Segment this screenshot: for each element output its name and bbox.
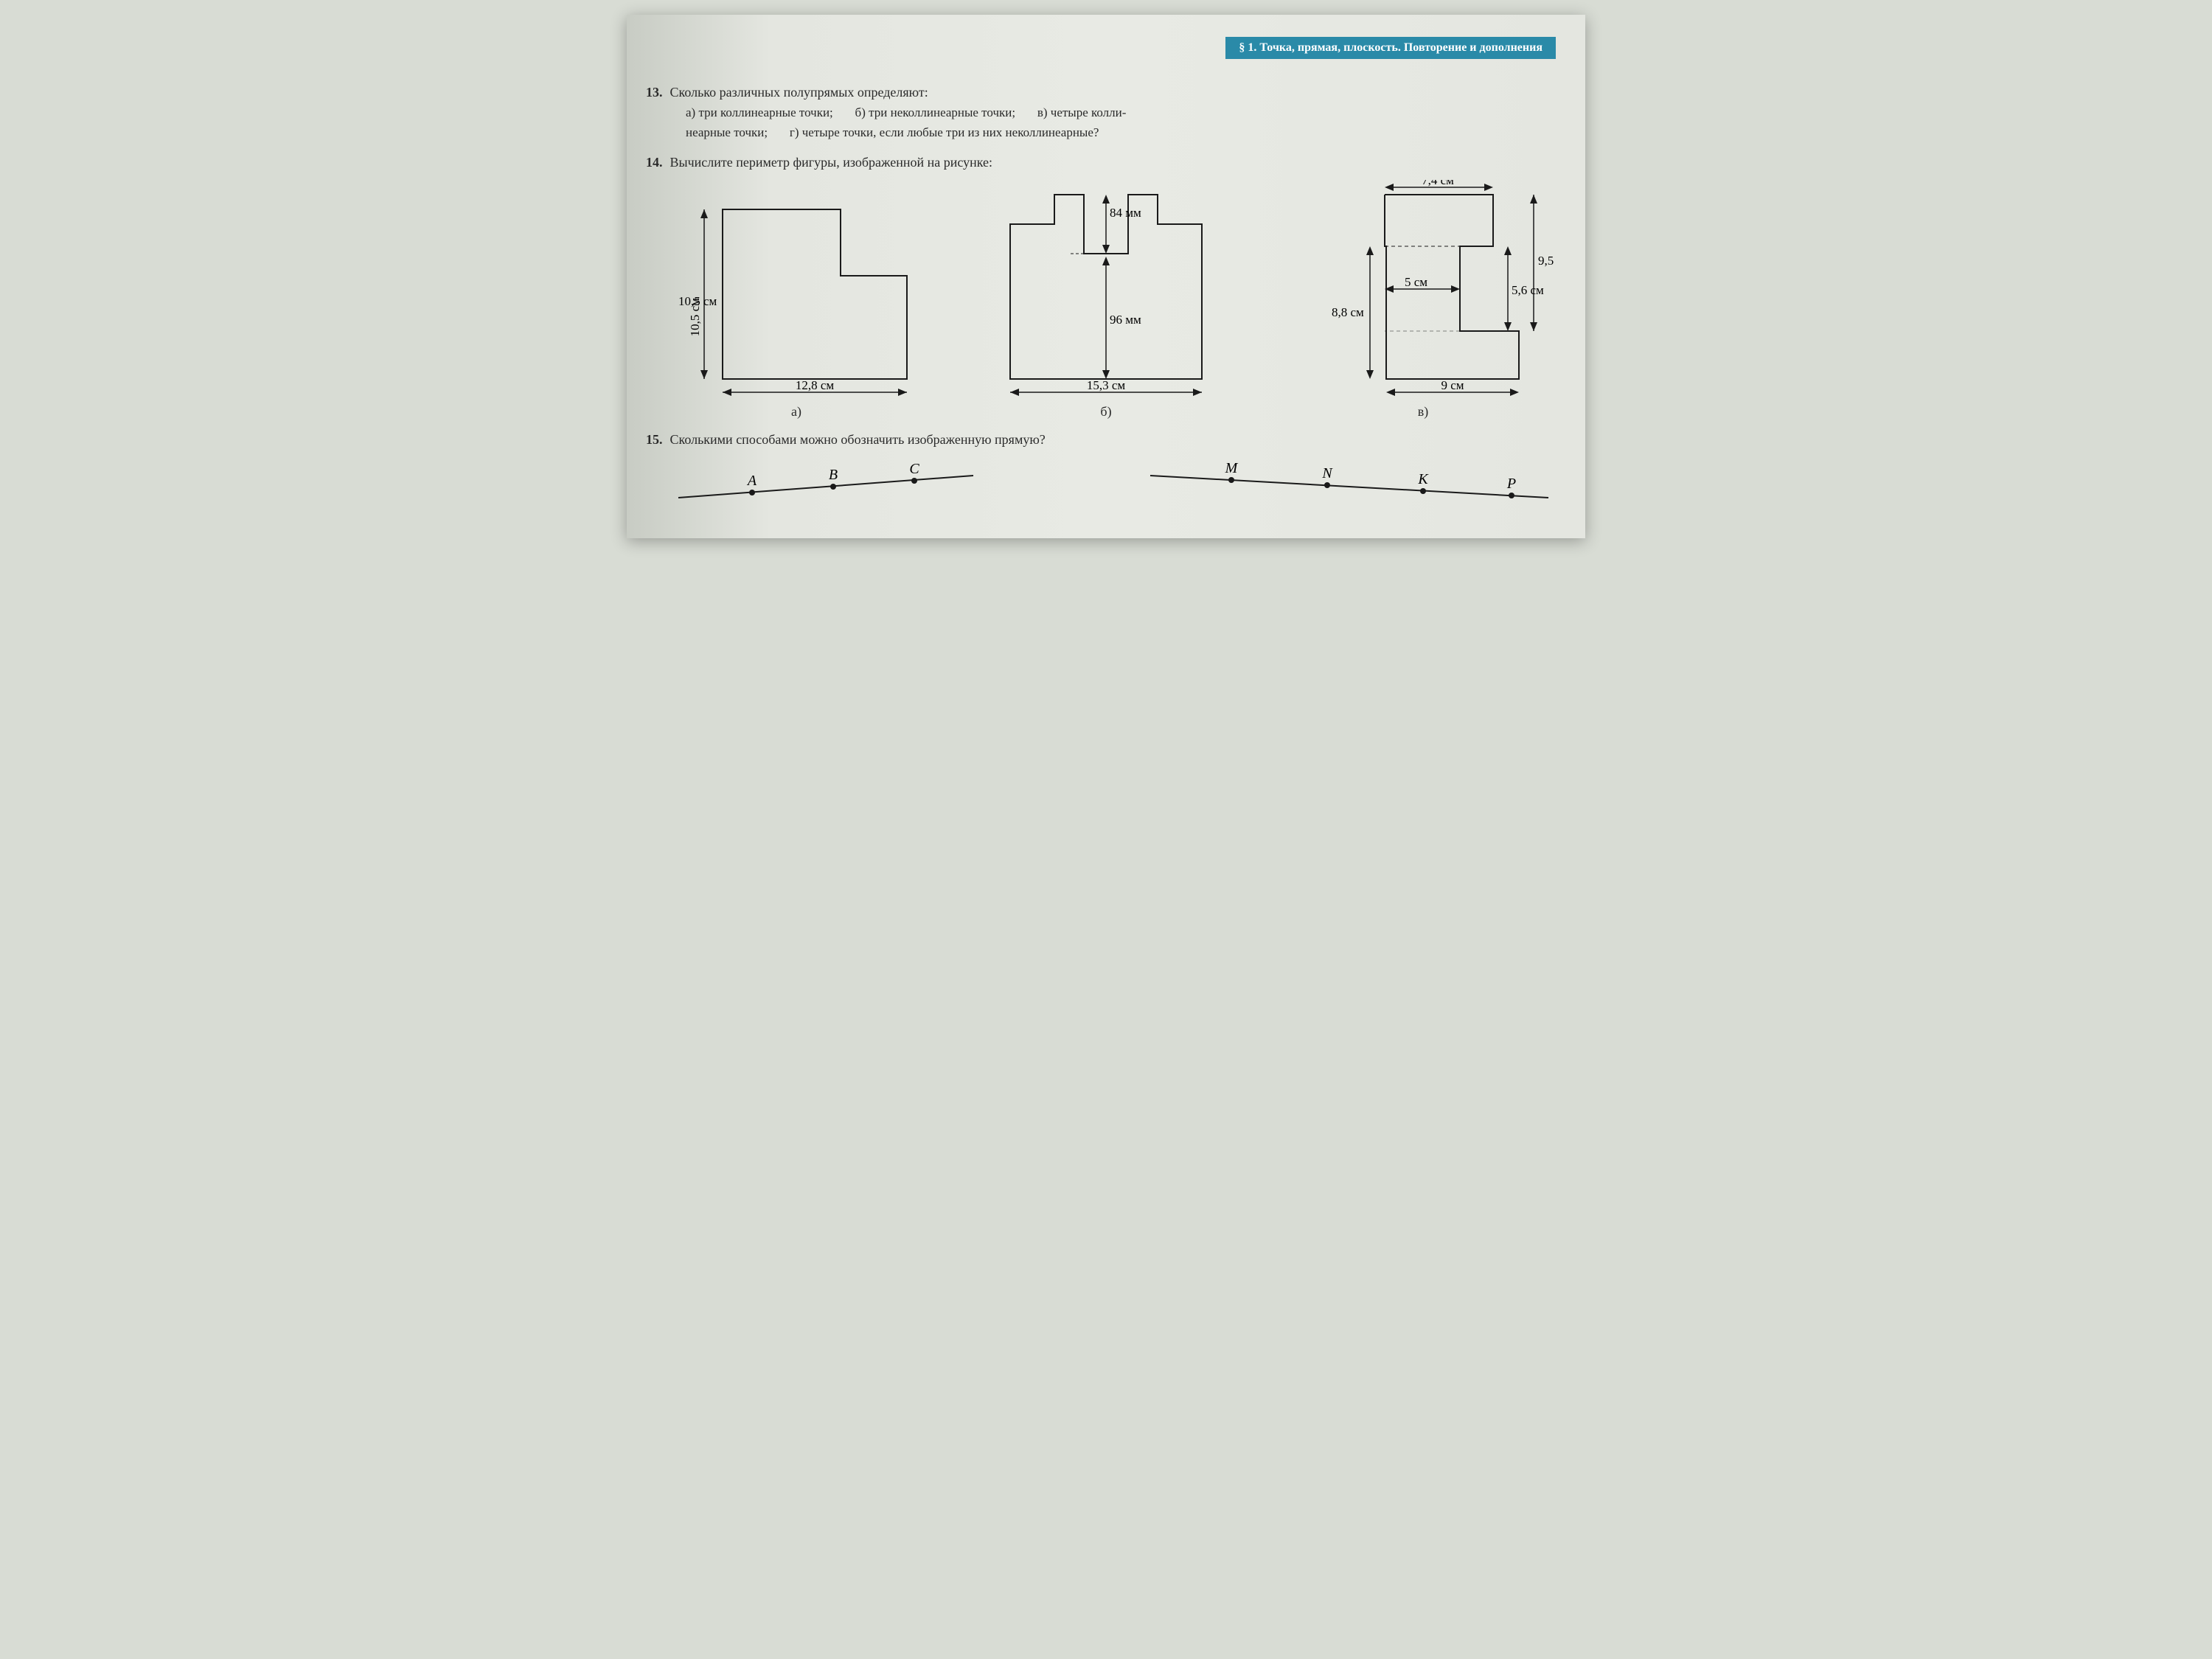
fig-c-5: 5 см — [1405, 275, 1427, 289]
task-15-text: Сколькими способами можно обозначить изо… — [670, 432, 1046, 447]
task-13-number: 13. — [646, 83, 667, 102]
figures-row: 10,5 см 10,5 см 12,8 см а) 84 мм — [671, 180, 1556, 420]
task-15-number: 15. — [646, 430, 667, 450]
fig-b-96: 96 мм — [1110, 313, 1141, 327]
fig-a-height-label: 10,5 см — [678, 294, 717, 308]
task-13-g: г) четыре точки, если любые три из них н… — [790, 125, 1099, 139]
figure-c-label: в) — [1290, 404, 1556, 420]
point-c: C — [909, 461, 919, 477]
task-13-a: а) три коллинеарные точки; — [686, 105, 833, 119]
task-13-text: Сколько различных полупрямых определяют: — [670, 85, 928, 100]
point-b: B — [829, 467, 838, 483]
line-abc: A B C — [671, 457, 981, 509]
task-13-cont: неарные точки; — [686, 125, 768, 139]
fig-c-9: 9 см — [1441, 378, 1464, 392]
fig-c-74: 7,4 см — [1422, 180, 1454, 187]
figure-a-svg: 10,5 см 10,5 см 12,8 см — [671, 195, 922, 401]
point-p: P — [1506, 476, 1516, 492]
figure-a-label: а) — [671, 404, 922, 420]
task-13-b: б) три неколлинеарные точки; — [855, 105, 1016, 119]
figure-c: 7,4 см 9,5 см 5 см 5,6 см — [1290, 180, 1556, 420]
lines-row: A B C M N K P — [671, 457, 1556, 509]
fig-a-width: 12,8 см — [796, 378, 835, 392]
figure-c-svg: 7,4 см 9,5 см 5 см 5,6 см — [1290, 180, 1556, 401]
point-n: N — [1321, 465, 1333, 481]
section-header: § 1. Точка, прямая, плоскость. Повторени… — [1225, 37, 1556, 59]
fig-c-95: 9,5 см — [1538, 254, 1556, 268]
fig-b-84: 84 мм — [1110, 206, 1141, 220]
fig-c-56: 5,6 см — [1512, 283, 1544, 297]
task-14-number: 14. — [646, 153, 667, 173]
fig-b-width: 15,3 см — [1087, 378, 1126, 392]
figure-b: 84 мм 96 мм 15,3 см б) — [981, 180, 1231, 420]
point-m: M — [1225, 460, 1239, 476]
task-13-v: в) четыре колли- — [1037, 105, 1127, 119]
point-k: K — [1417, 471, 1429, 487]
task-15: 15. Сколькими способами можно обозначить… — [671, 430, 1556, 450]
figure-b-label: б) — [981, 404, 1231, 420]
point-a: A — [746, 473, 757, 489]
task-14-text: Вычислите периметр фигуры, изображенной … — [670, 155, 993, 170]
figure-b-svg: 84 мм 96 мм 15,3 см — [981, 180, 1231, 401]
task-13: 13. Сколько различных полупрямых определ… — [671, 83, 1556, 142]
task-14: 14. Вычислите периметр фигуры, изображен… — [671, 153, 1556, 173]
line-mnkp: M N K P — [1143, 457, 1556, 509]
fig-c-88: 8,8 см — [1332, 305, 1364, 319]
figure-a: 10,5 см 10,5 см 12,8 см а) — [671, 195, 922, 420]
